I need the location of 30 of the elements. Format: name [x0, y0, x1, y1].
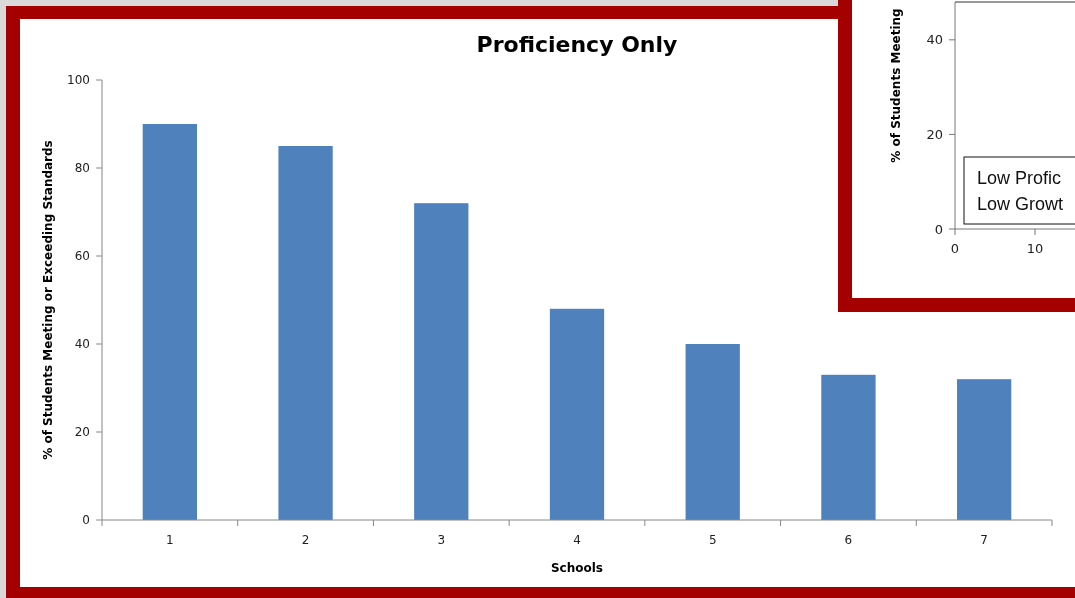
x-tick-label: 5: [708, 533, 717, 547]
annotation: Low Profic: [977, 168, 1062, 188]
bar: [278, 146, 333, 520]
y-tick-label: 0: [934, 221, 943, 237]
x-tick-label: 2: [301, 533, 310, 547]
bar: [685, 344, 740, 520]
x-tick-label: 3: [437, 533, 446, 547]
x-tick-label: 10: [1026, 241, 1044, 256]
bar: [957, 379, 1012, 520]
x-tick-label: 4: [573, 533, 581, 547]
chart-title: Proficiency Only: [476, 32, 678, 57]
bar: [549, 308, 605, 520]
y-axis-title: % of Students Meeting or Exceeding Standards: [41, 140, 55, 460]
y-axis-title: % of Students Meeting: [889, 8, 903, 163]
annotation: Low Growt: [977, 194, 1064, 214]
y-tick-label: 0: [82, 513, 90, 528]
y-tick-label: 40: [926, 32, 943, 48]
x-axis-title: Schools: [550, 561, 604, 575]
x-tick-label: 7: [980, 533, 988, 547]
y-tick-label: 80: [74, 161, 90, 176]
y-tick-label: 40: [74, 337, 90, 352]
bar: [414, 203, 469, 520]
y-tick-label: 20: [74, 425, 90, 440]
y-tick-label: 20: [926, 126, 943, 142]
y-tick-label: 60: [74, 249, 90, 264]
x-tick-label: 1: [166, 533, 174, 547]
x-tick-label: 6: [844, 533, 853, 547]
bar: [821, 374, 876, 520]
y-tick-label: 100: [67, 73, 90, 88]
bar: [142, 124, 197, 520]
